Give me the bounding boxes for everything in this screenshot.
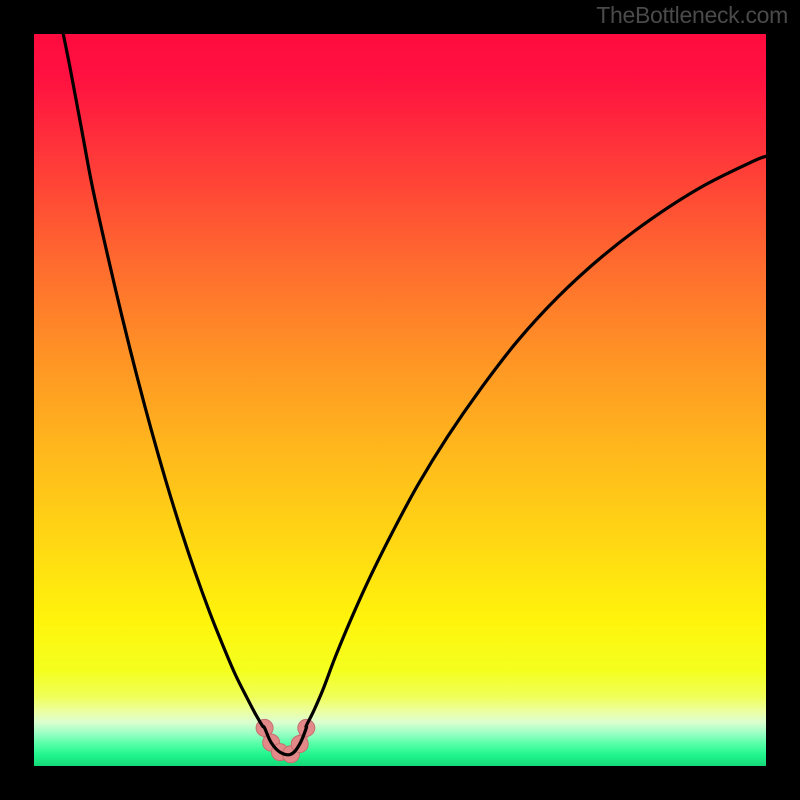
bottleneck-curve-chart <box>0 0 800 800</box>
chart-container: TheBottleneck.com <box>0 0 800 800</box>
plot-area <box>34 34 766 766</box>
attribution-watermark: TheBottleneck.com <box>596 2 788 29</box>
